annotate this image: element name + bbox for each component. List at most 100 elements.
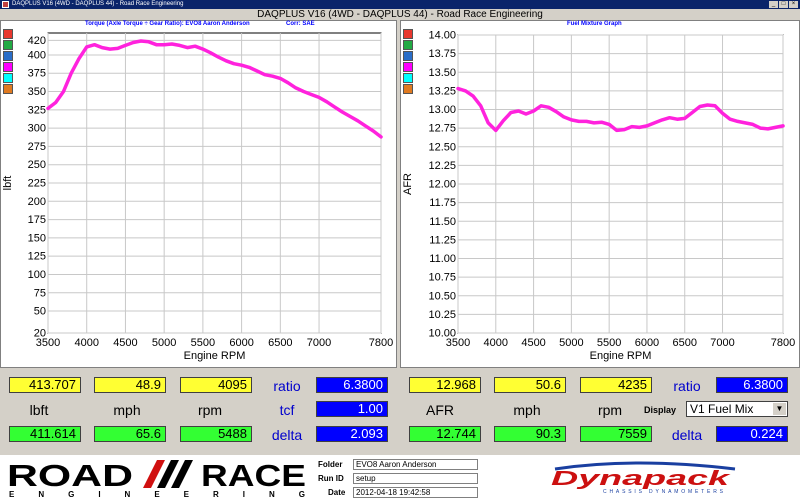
maximize-button[interactable]: □ xyxy=(779,1,788,8)
afr-data-point xyxy=(706,103,709,107)
run-swatch-2[interactable] xyxy=(403,40,413,50)
afr-x-tick-label: 5000 xyxy=(559,337,583,349)
afr-y-tick-label: 12.25 xyxy=(428,160,456,172)
afr-run-swatches xyxy=(403,29,413,95)
torque-series-line xyxy=(46,39,383,139)
afr-data-point xyxy=(570,118,573,122)
torque-data-point xyxy=(193,44,197,48)
window-title: DAQPLUS V16 (4WD - DAQPLUS 44) - Road Ra… xyxy=(12,1,184,7)
afr-y-axis-label: AFR xyxy=(402,173,414,195)
afr-data-point xyxy=(547,106,550,109)
torque-x-tick-label: 5500 xyxy=(191,337,215,349)
torque-data-point xyxy=(263,73,267,76)
torque-data-point xyxy=(131,41,135,44)
torque-y-tick-label: 375 xyxy=(28,68,46,80)
afr-data-point xyxy=(479,104,482,107)
torque-y-tick-label: 125 xyxy=(28,251,46,263)
torque-y-tick-label: 75 xyxy=(34,287,46,299)
torque-data-point xyxy=(294,86,298,90)
afr-data-point xyxy=(645,124,649,128)
run-swatch-1[interactable] xyxy=(403,29,413,39)
afr-y-tick-label: 10.00 xyxy=(428,328,456,340)
run-swatch-2[interactable] xyxy=(3,40,13,50)
torque-y-tick-label: 20 xyxy=(34,328,46,340)
run-swatch-1[interactable] xyxy=(3,29,13,39)
torque-x-tick-label: 4500 xyxy=(113,337,137,349)
torque-data-point xyxy=(139,39,143,43)
afr-x-axis-label: Engine RPM xyxy=(590,350,652,362)
rpm-peak-value: 7559 xyxy=(580,426,652,442)
mph-peak-value: 90.3 xyxy=(494,426,566,442)
chevron-down-icon[interactable]: ▼ xyxy=(773,403,786,415)
torque-data-point xyxy=(162,43,166,46)
run-swatch-4[interactable] xyxy=(3,62,13,72)
afr-data-point xyxy=(502,119,505,122)
torque-y-tick-label: 50 xyxy=(34,306,46,318)
close-button[interactable]: × xyxy=(789,1,798,8)
run-swatch-6[interactable] xyxy=(403,84,413,94)
afr-data-point xyxy=(713,104,717,107)
display-select[interactable]: V1 Fuel Mix ▼ xyxy=(686,401,788,417)
afr-x-tick-label: 7800 xyxy=(771,337,795,349)
torque-data-point xyxy=(240,63,243,67)
torque-data-point xyxy=(286,81,290,84)
torque-y-tick-label: 200 xyxy=(28,196,46,208)
torque-y-tick-label: 420 xyxy=(28,35,46,47)
torque-y-tick-label: 150 xyxy=(28,232,46,244)
torque-data-point xyxy=(209,51,212,54)
run-swatch-5[interactable] xyxy=(403,73,413,83)
run-swatch-3[interactable] xyxy=(403,51,413,61)
afr-y-tick-label: 12.75 xyxy=(428,123,456,135)
rpm-peak-value: 5488 xyxy=(180,426,252,442)
torque-run-swatches xyxy=(3,29,13,95)
torque-data-point xyxy=(85,45,88,49)
minimize-button[interactable]: _ xyxy=(769,1,778,8)
torque-y-tick-label: 100 xyxy=(28,269,46,281)
torque-data-point xyxy=(108,47,112,51)
torque-data-point xyxy=(178,44,181,47)
torque-chart-subtitle: Torque (Axle Torque ÷ Gear Ratio): EVO8 … xyxy=(85,21,250,27)
run-swatch-3[interactable] xyxy=(3,51,13,61)
afr-data-point xyxy=(487,121,490,125)
mph-label: mph xyxy=(513,402,541,418)
torque-data-point xyxy=(341,110,344,114)
afr-x-tick-label: 7000 xyxy=(710,337,734,349)
mph-cursor-value: 48.9 xyxy=(94,377,166,393)
ratio-label: ratio xyxy=(673,378,701,394)
tcf-label: tcf xyxy=(279,402,295,418)
main-title: DAQPLUS V16 (4WD - DAQPLUS 44) - Road Ra… xyxy=(257,9,543,20)
afr-data-point xyxy=(668,116,671,119)
torque-x-tick-label: 7800 xyxy=(369,337,393,349)
afr-label: AFR xyxy=(426,402,454,418)
torque-data-point xyxy=(302,90,305,93)
run-swatch-4[interactable] xyxy=(403,62,413,72)
torque-data-point xyxy=(62,90,65,93)
afr-chart: 10.00 10.25 10.50 10.75 11.00 11.25 11.50 11.75… xyxy=(402,30,795,363)
run-swatch-5[interactable] xyxy=(3,73,13,83)
torque-data-point xyxy=(364,124,367,128)
torque-data-point xyxy=(224,59,228,63)
afr-data-point xyxy=(653,121,656,125)
afr-peak-value: 12.744 xyxy=(409,426,481,442)
afr-y-tick-label: 13.75 xyxy=(428,48,456,60)
torque-x-tick-label: 6500 xyxy=(268,337,292,349)
torque-data-point xyxy=(46,107,50,110)
afr-data-point xyxy=(464,89,467,93)
torque-x-tick-label: 4000 xyxy=(74,337,98,349)
run-swatch-6[interactable] xyxy=(3,84,13,94)
ratio-value: 6.3800 xyxy=(716,377,788,393)
delta-value: 2.093 xyxy=(316,426,388,442)
torque-chart: 20 50 75 100 125 150 175 200 225 250 275 300 325 350 3… xyxy=(2,32,393,362)
torque-data-point xyxy=(279,77,282,80)
afr-data-point xyxy=(471,94,475,98)
torque-data-point xyxy=(147,40,150,43)
afr-data-point xyxy=(683,117,686,120)
torque-cursor-value: 413.707 xyxy=(9,377,81,393)
torque-data-point xyxy=(325,100,328,103)
afr-data-point xyxy=(562,115,566,119)
torque-x-tick-label: 3500 xyxy=(36,337,60,349)
torque-y-tick-label: 250 xyxy=(28,159,46,171)
afr-data-point xyxy=(623,128,626,131)
afr-y-tick-label: 10.75 xyxy=(428,272,456,284)
torque-x-tick-label: 6000 xyxy=(229,337,253,349)
